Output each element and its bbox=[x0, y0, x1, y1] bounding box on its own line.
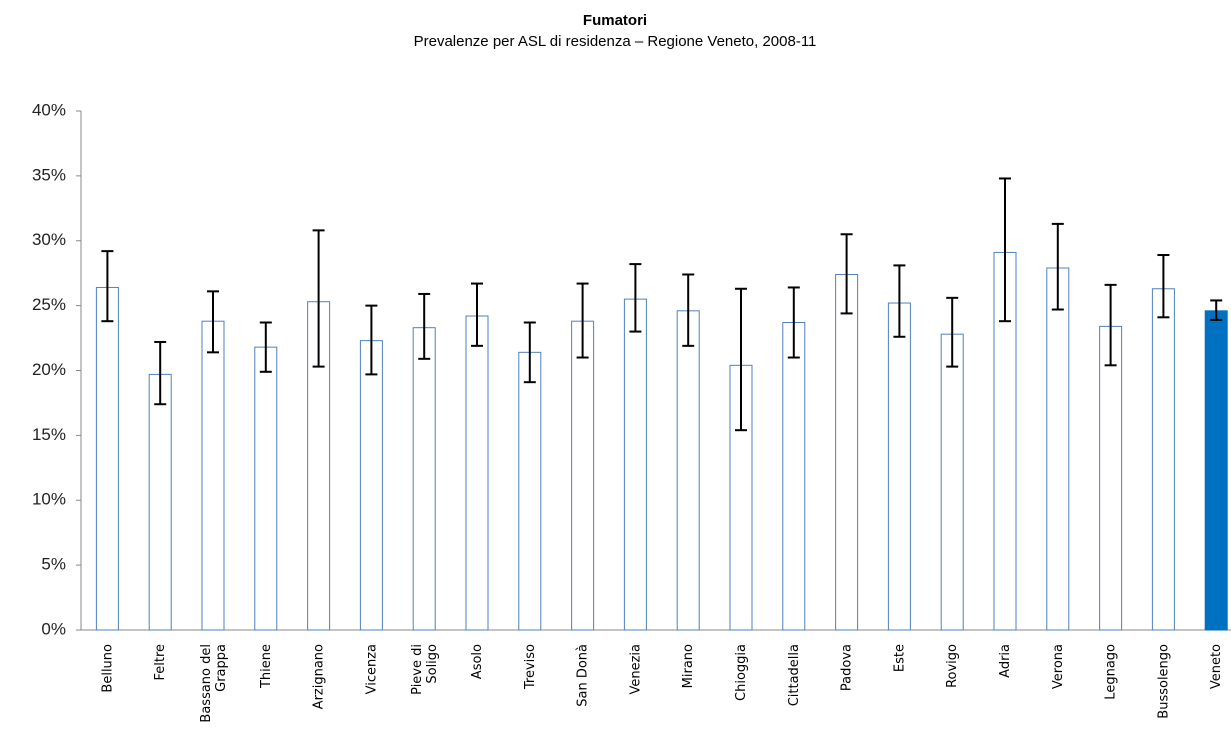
x-tick-label-line: Pieve di bbox=[410, 644, 425, 695]
x-tick-label-line: Rovigo bbox=[945, 644, 960, 688]
x-tick-label-line: Thiene bbox=[258, 644, 273, 689]
x-tick-label-line: Belluno bbox=[100, 644, 115, 693]
x-tick-label: Veneto bbox=[1209, 644, 1224, 689]
x-tick-label: Adria bbox=[998, 644, 1013, 678]
y-tick-label: 15% bbox=[32, 425, 66, 444]
x-tick-label-line: Verona bbox=[1050, 644, 1065, 689]
x-tick-label: Cittadella bbox=[786, 644, 801, 706]
bar bbox=[148, 373, 172, 631]
y-tick-label: 30% bbox=[32, 230, 66, 249]
x-tick-label: Arzignano bbox=[311, 644, 326, 709]
bar bbox=[465, 315, 489, 631]
x-tick-label-line: Cittadella bbox=[786, 644, 801, 706]
bar bbox=[835, 273, 859, 631]
x-tick-label: Feltre bbox=[153, 644, 168, 681]
y-tick-label: 10% bbox=[32, 490, 66, 509]
bar bbox=[412, 327, 436, 631]
bar bbox=[201, 320, 225, 631]
x-tick-label-line: Treviso bbox=[522, 644, 537, 690]
x-tick-label-line: Mirano bbox=[681, 644, 696, 688]
x-tick-label-line: Veneto bbox=[1209, 644, 1224, 689]
y-tick-label: 0% bbox=[41, 619, 66, 638]
x-tick-label: Venezia bbox=[628, 644, 643, 695]
x-tick-label-line: Chioggia bbox=[734, 644, 749, 701]
x-tick-label: Vicenza bbox=[364, 644, 379, 694]
x-tick-label: Legnago bbox=[1103, 644, 1118, 700]
x-tick-label-line: Vicenza bbox=[364, 644, 379, 694]
x-tick-label: Padova bbox=[839, 644, 854, 691]
x-tick-label-line: Arzignano bbox=[311, 644, 326, 709]
bar bbox=[1046, 267, 1070, 631]
x-tick-label: Verona bbox=[1050, 644, 1065, 689]
bar bbox=[887, 302, 911, 631]
x-tick-label: San Donà bbox=[575, 644, 590, 707]
x-tick-label-line: Soligo bbox=[425, 644, 440, 684]
x-tick-label: Rovigo bbox=[945, 644, 960, 688]
x-tick-label-line: Bussolengo bbox=[1156, 644, 1171, 719]
x-tick-label: Asolo bbox=[470, 644, 485, 679]
x-tick-label-line: Adria bbox=[998, 644, 1013, 678]
x-tick-label-line: Legnago bbox=[1103, 644, 1118, 700]
bar bbox=[1204, 310, 1228, 631]
x-tick-label: Thiene bbox=[258, 644, 273, 689]
x-tick-label-line: Grappa bbox=[214, 644, 229, 692]
x-tick-label: Chioggia bbox=[734, 644, 749, 701]
x-tick-label-line: San Donà bbox=[575, 644, 590, 707]
bar bbox=[1099, 325, 1123, 631]
bar bbox=[1151, 288, 1175, 631]
bar bbox=[254, 346, 278, 631]
x-tick-label-line: Venezia bbox=[628, 644, 643, 695]
x-tick-label: Pieve diSoligo bbox=[410, 644, 440, 695]
bar bbox=[782, 321, 806, 631]
bar bbox=[940, 333, 964, 631]
x-tick-label-line: Este bbox=[892, 644, 907, 672]
y-tick-label: 25% bbox=[32, 295, 66, 314]
x-tick-label: Belluno bbox=[100, 644, 115, 693]
x-tick-label-line: Padova bbox=[839, 644, 854, 691]
bar bbox=[676, 310, 700, 631]
x-tick-label: Bassano delGrappa bbox=[199, 644, 229, 723]
x-tick-label-line: Feltre bbox=[153, 644, 168, 681]
bar bbox=[571, 320, 595, 631]
x-tick-label: Mirano bbox=[681, 644, 696, 688]
bar bbox=[623, 298, 647, 631]
bar bbox=[518, 351, 542, 631]
y-tick-label: 35% bbox=[32, 165, 66, 184]
bar bbox=[95, 286, 119, 631]
y-tick-label: 20% bbox=[32, 360, 66, 379]
x-tick-label-line: Asolo bbox=[470, 644, 485, 679]
chart-title: Fumatori bbox=[583, 12, 647, 29]
x-tick-label-line: Bassano del bbox=[199, 644, 214, 723]
bar bbox=[359, 340, 383, 631]
x-tick-label: Este bbox=[892, 644, 907, 672]
y-tick-label: 40% bbox=[32, 100, 66, 119]
x-tick-label: Treviso bbox=[522, 644, 537, 690]
y-tick-label: 5% bbox=[41, 555, 66, 574]
x-tick-label: Bussolengo bbox=[1156, 644, 1171, 719]
chart-subtitle: Prevalenze per ASL di residenza – Region… bbox=[414, 33, 817, 50]
